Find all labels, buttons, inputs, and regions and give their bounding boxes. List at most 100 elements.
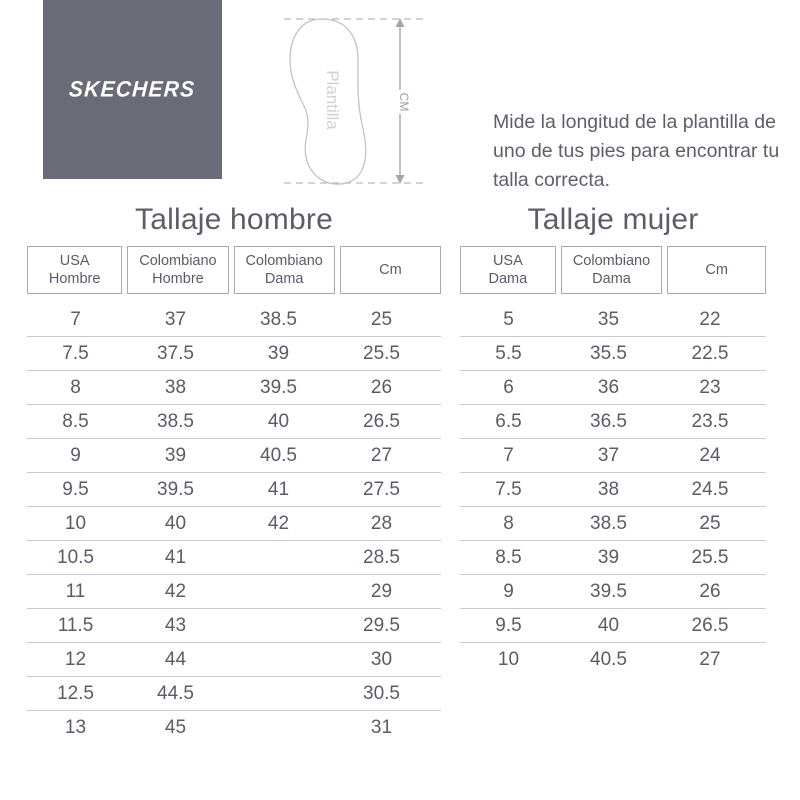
men_table-cell: 27.5 [363,478,400,500]
table-row: 8.5 39 25.5 [460,541,766,575]
women-header-colombiano-dama-line1: Colombiano [572,253,651,269]
table-row: 8 38.5 25 [460,507,766,541]
men_table-cell: 13 [64,716,87,738]
insole-measure-diagram: Plantilla CM [282,2,427,198]
men_table-cell: 39.5 [157,478,194,500]
measure-instruction-text: Mide la longitud de la plantilla de uno … [493,111,780,191]
men_table-cell: 41 [267,478,290,500]
men_table-cell: 9.5 [62,478,89,500]
women-header-cm-line1: Cm [705,262,728,278]
men_table-cell: 44.5 [157,682,194,704]
men_table-cell: 39 [164,444,187,466]
women_table-cell: 40.5 [590,648,627,670]
table-row: 7.5 38 24.5 [460,473,766,507]
insole-outline [289,18,367,185]
men-size-table-section: Tallaje hombre USA Hombre Colombiano Hom… [27,203,441,744]
men_table-cell: 12 [64,648,87,670]
women-table-title: Tallaje mujer [527,203,699,236]
women-header-usa-dama-line2: Dama [488,271,528,287]
women_table-cell: 27 [699,648,721,670]
women_table-cell: 7 [503,444,514,466]
brand-logo-block: SKECHERS [43,0,222,179]
skechers-wordmark: SKECHERS [68,76,197,102]
table-row: 9 39 40.5 27 [27,439,441,473]
men_table-cell: 42 [267,512,290,534]
men-header-cm: Cm [339,246,441,294]
table-row: 5.5 35.5 22.5 [460,337,766,371]
men_table-cell: 44 [164,648,187,670]
table-row: 5 35 22 [460,303,766,337]
table-row: 11 42 29 [27,575,441,609]
women_table-cell: 35 [597,308,620,330]
men_table-cell: 28.5 [363,546,400,568]
women_table-cell: 38 [597,478,620,500]
men_table-cell: 7 [70,308,81,330]
men_table-cell: 30 [370,648,393,670]
women_table-cell: 25 [699,512,721,534]
men-header-usa-hombre-line2: Hombre [48,271,101,287]
table-row: 7.5 37.5 39 25.5 [27,337,441,371]
table-row: 12.5 44.5 30.5 [27,677,441,711]
men_table-cell: 31 [370,716,393,738]
women_table-cell: 22 [699,308,721,330]
women_table-cell: 8.5 [495,546,522,568]
men_table-cell: 10.5 [57,546,94,568]
men_table-cell: 9 [70,444,81,466]
table-row: 9.5 39.5 41 27.5 [27,473,441,507]
women_table-cell: 38.5 [590,512,627,534]
women_table-cell: 5.5 [495,342,522,364]
women_table-cell: 24.5 [691,478,729,500]
men_table-cell: 39 [267,342,290,364]
women_table-cell: 6 [503,376,514,398]
women_table-cell: 25.5 [691,546,729,568]
women_table-cell: 36.5 [590,410,627,432]
men_table-cell: 40 [267,410,290,432]
men_table-cell: 25.5 [363,342,400,364]
men-header-usa-hombre: USA Hombre [27,246,123,294]
men_table-cell: 38.5 [260,308,297,330]
table-row: 7 37 24 [460,439,766,473]
table-row: 7 37 38.5 25 [27,303,441,337]
women-header-cm: Cm [667,246,766,294]
arrowhead-up [395,18,405,27]
men-header-colombiano-hombre-line2: Hombre [152,271,204,287]
women_table-cell: 39 [597,546,620,568]
men-header-colombiano-hombre: Colombiano Hombre [127,246,229,294]
women_table-cell: 39.5 [590,580,627,602]
women-table-body: 5 35 22 5.5 35.5 22.5 6 36 23 6.5 36.5 23.5 7 37 24 7.5… [460,303,766,676]
men_table-cell: 39.5 [260,376,297,398]
table-row: 6 36 23 [460,371,766,405]
men_table-cell: 11 [65,580,86,602]
men-table-header-row: USA Hombre Colombiano Hombre Colombiano … [27,246,441,294]
men_table-cell: 10 [64,512,87,534]
men_table-cell: 38 [164,376,187,398]
men_table-cell: 40.5 [260,444,297,466]
men_table-cell: 8.5 [62,410,89,432]
men_table-cell: 26 [370,376,393,398]
table-row: 10 40 42 28 [27,507,441,541]
women_table-cell: 23 [699,376,721,398]
table-row: 8.5 38.5 40 26.5 [27,405,441,439]
men_table-cell: 38.5 [157,410,194,432]
men_table-cell: 40 [164,512,187,534]
men_table-cell: 25 [370,308,393,330]
men_table-cell: 43 [164,614,187,636]
men-header-colombiano-dama-line2: Dama [264,271,304,287]
women_table-cell: 9.5 [495,614,522,636]
men_table-cell: 27 [370,444,393,466]
table-row: 9 39.5 26 [460,575,766,609]
women_table-cell: 10 [497,648,520,670]
women-table-header-row: USA Dama Colombiano Dama Cm [460,246,766,294]
women-header-colombiano-dama: Colombiano Dama [560,246,663,294]
men-table-title: Tallaje hombre [135,203,333,236]
women_table-cell: 6.5 [495,410,522,432]
women_table-cell: 24 [699,444,721,466]
men_table-cell: 37.5 [157,342,194,364]
women_table-cell: 8 [503,512,514,534]
table-row: 13 45 31 [27,711,441,744]
women_table-cell: 7.5 [495,478,522,500]
men_table-cell: 8 [70,376,81,398]
men-header-colombiano-hombre-line1: Colombiano [139,253,217,269]
women_table-cell: 26.5 [691,614,729,636]
men_table-cell: 45 [164,716,187,738]
